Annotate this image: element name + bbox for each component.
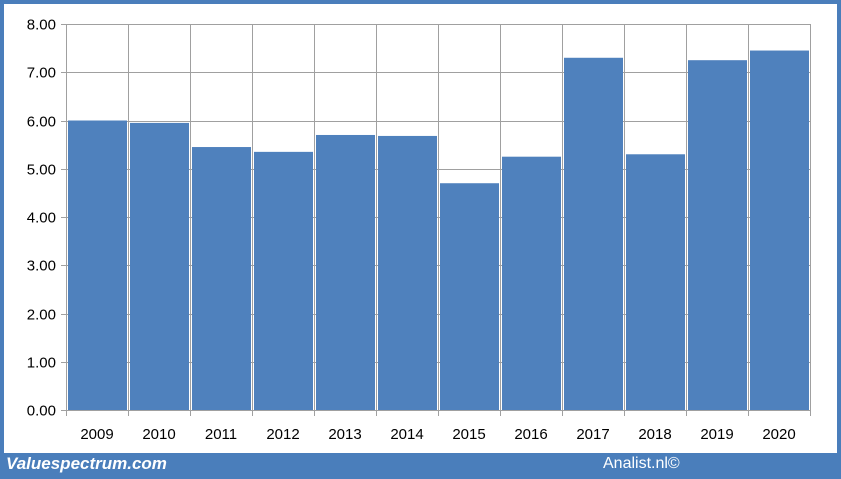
y-tick-label: 3.00	[27, 258, 56, 275]
y-tick-label: 1.00	[27, 355, 56, 372]
bar-2010	[130, 122, 189, 410]
bar-2015	[440, 183, 499, 410]
x-tick-label: 2014	[390, 426, 423, 443]
x-tick-label: 2012	[266, 426, 299, 443]
chart-panel: 0.00 1.00 2.00 3.00 4.00 5.00 6.00 7.00 8.00 200…	[4, 4, 837, 453]
bar-2018	[626, 154, 685, 410]
x-tick-label: 2016	[514, 426, 547, 443]
x-tick-label: 2017	[576, 426, 609, 443]
x-tick-label: 2020	[762, 426, 795, 443]
bar-2009	[68, 120, 127, 410]
y-tick-labels: 0.00 1.00 2.00 3.00 4.00 5.00 6.00 7.00 8.00	[27, 17, 56, 420]
bar-2019	[688, 60, 747, 410]
y-tick-label: 2.00	[27, 307, 56, 324]
y-tick-label: 0.00	[27, 403, 56, 420]
credit-label: Analist.nl©	[603, 455, 680, 472]
bar-2020	[750, 50, 809, 410]
bar-2012	[254, 151, 313, 411]
x-tick-label: 2019	[700, 426, 733, 443]
bars	[68, 50, 809, 411]
bar-2014	[378, 135, 437, 410]
x-tick-label: 2009	[80, 426, 113, 443]
bar-2016	[502, 156, 561, 410]
x-tick-label: 2018	[638, 426, 671, 443]
x-tick-label: 2011	[205, 426, 237, 443]
brand-label: Valuespectrum.com	[6, 454, 167, 473]
y-tick-label: 8.00	[27, 17, 56, 34]
bar-2011	[192, 147, 251, 410]
y-tick-label: 4.00	[27, 210, 56, 227]
bar-2013	[316, 134, 375, 410]
y-tick-label: 5.00	[27, 162, 56, 179]
bar-chart: 0.00 1.00 2.00 3.00 4.00 5.00 6.00 7.00 8.00 200…	[27, 17, 811, 443]
bar-2017	[564, 57, 623, 411]
y-tick-label: 6.00	[27, 114, 56, 131]
axes	[61, 24, 810, 411]
x-tick-label: 2010	[142, 426, 175, 443]
y-tick-label: 7.00	[27, 65, 56, 82]
x-tick-label: 2015	[452, 426, 485, 443]
x-tick-label: 2013	[328, 426, 361, 443]
gridlines	[66, 24, 811, 416]
x-tick-labels: 2009 2010 2011 2012 2013 2014 2015 2016 2017 2018…	[80, 426, 795, 443]
